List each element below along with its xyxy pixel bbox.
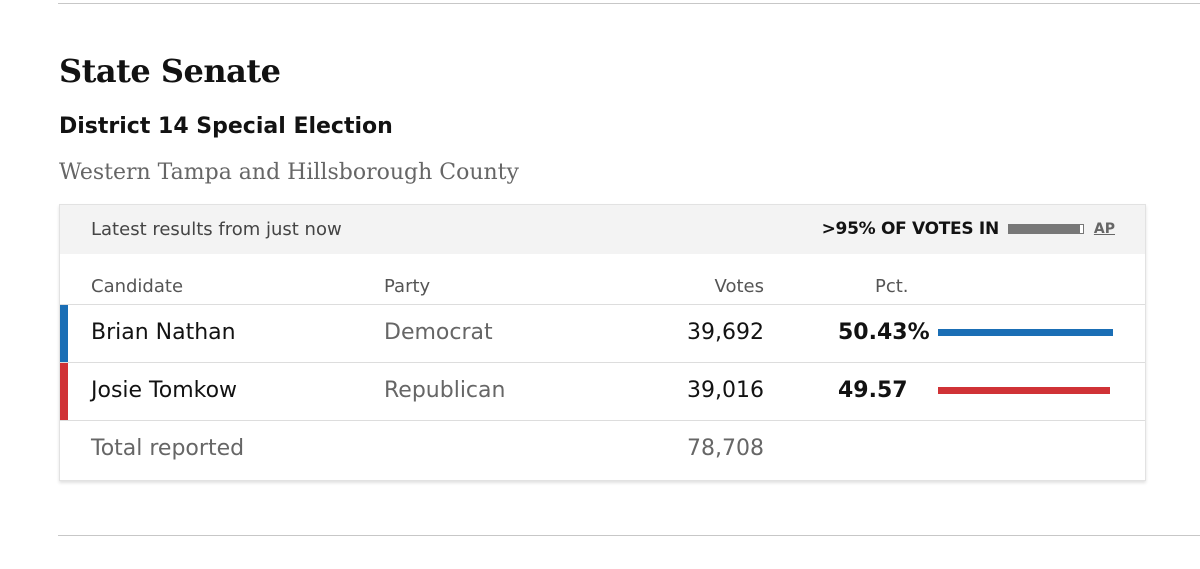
race-title: State Senate (59, 52, 281, 90)
pct-bar (938, 387, 1110, 394)
candidate-pct: 49.57 (838, 378, 908, 403)
updated-timestamp: Latest results from just now (91, 219, 342, 240)
candidate-pct: 50.43% (838, 320, 930, 345)
candidate-name: Josie Tomkow (91, 378, 238, 403)
race-subtitle: District 14 Special Election (59, 114, 393, 139)
candidate-party: Democrat (384, 320, 493, 345)
column-header-candidate: Candidate (91, 276, 184, 297)
total-row: Total reported 78,708 (60, 420, 1145, 479)
column-header-party: Party (384, 276, 431, 297)
candidate-votes: 39,692 (687, 320, 764, 345)
top-divider (58, 3, 1200, 4)
results-header: Latest results from just now >95% OF VOT… (60, 205, 1145, 254)
pct-bar (938, 329, 1113, 336)
party-color-bar (60, 305, 68, 363)
total-votes: 78,708 (687, 436, 764, 461)
candidate-votes: 39,016 (687, 378, 764, 403)
column-header-votes: Votes (714, 276, 764, 297)
candidate-name: Brian Nathan (91, 320, 236, 345)
candidate-row: Josie Tomkow Republican 39,016 49.57 (60, 362, 1145, 421)
reporting-status: >95% OF VOTES IN AP (822, 219, 1115, 239)
reporting-progress-fill (1008, 225, 1080, 233)
reporting-label: >95% OF VOTES IN (821, 219, 1000, 239)
total-label: Total reported (91, 436, 245, 461)
race-location: Western Tampa and Hillsborough County (59, 160, 519, 185)
candidate-party: Republican (384, 378, 506, 403)
results-table: Latest results from just now >95% OF VOT… (59, 204, 1146, 481)
bottom-divider (58, 535, 1200, 536)
reporting-progress-bar (1007, 224, 1084, 234)
candidate-row: Brian Nathan Democrat 39,692 50.43% (60, 304, 1145, 363)
party-color-bar (60, 363, 68, 421)
source-link[interactable]: AP (1093, 221, 1115, 237)
column-header-pct: Pct. (875, 276, 909, 297)
